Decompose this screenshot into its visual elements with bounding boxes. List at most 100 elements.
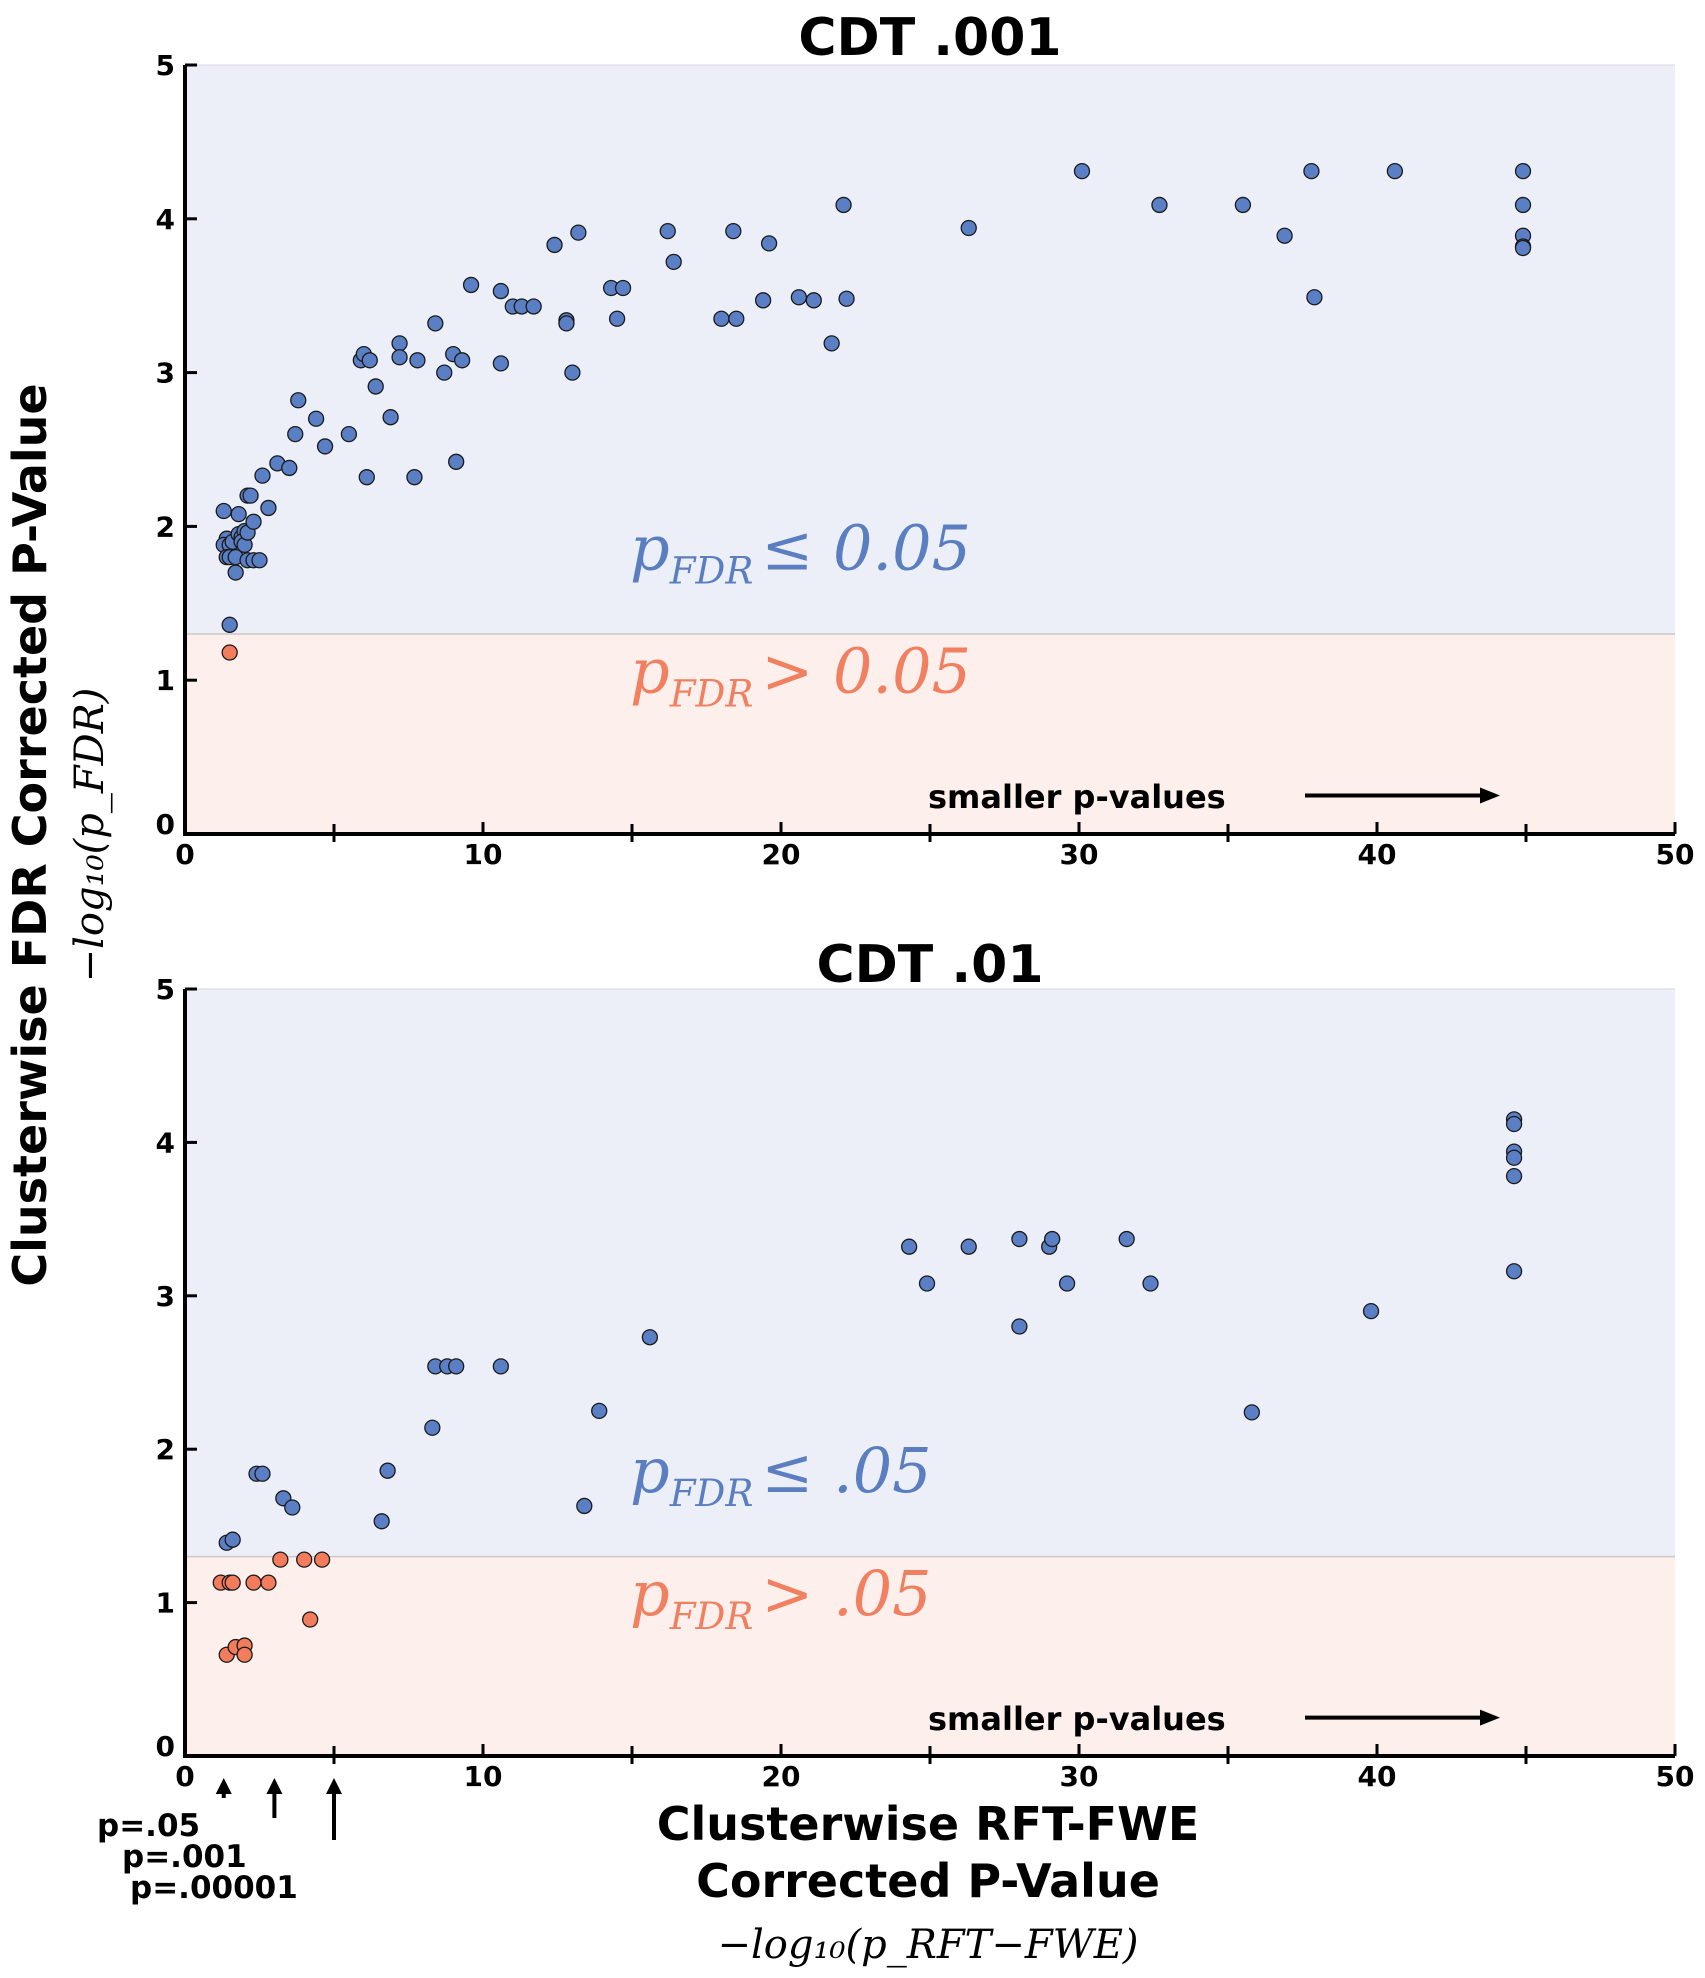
significant-point <box>290 392 307 409</box>
significant-point <box>546 236 563 254</box>
significant-point <box>960 1238 977 1255</box>
nonsignificant-point <box>224 1574 241 1591</box>
significant-point <box>713 310 730 327</box>
significant-point <box>1386 162 1404 180</box>
annotation-arrow-head <box>1480 787 1500 804</box>
significant-point <box>224 1531 241 1548</box>
p-marker-label: p=.001 <box>122 1839 247 1875</box>
significant-point <box>427 315 444 332</box>
significant-point <box>1044 1230 1061 1248</box>
x-tick-label: 0 <box>175 838 194 871</box>
significant-point <box>379 1462 396 1479</box>
significant-point <box>453 352 471 369</box>
significant-point <box>1505 1263 1523 1280</box>
significant-point <box>728 310 745 327</box>
significant-point <box>1234 196 1252 214</box>
significant-point <box>358 469 375 486</box>
y-tick-label: 2 <box>156 510 175 543</box>
significant-point <box>641 1329 659 1346</box>
smaller-pvalues-annotation: smaller p-values <box>928 1700 1226 1738</box>
significant-point <box>754 292 772 309</box>
significant-point <box>1151 196 1168 214</box>
nonsignificant-point <box>236 1646 253 1663</box>
significant-point <box>790 289 808 306</box>
significant-point <box>823 335 840 352</box>
significant-point <box>260 499 277 517</box>
significant-point <box>725 222 742 240</box>
significant-region-label: pFDR ≤ .05 <box>630 1434 932 1515</box>
significant-point <box>665 253 682 271</box>
x-tick-label: 40 <box>1358 838 1397 871</box>
significant-point <box>361 352 378 369</box>
significant-point <box>373 1513 390 1530</box>
significant-point <box>367 378 384 395</box>
significant-point <box>340 425 358 443</box>
significant-point <box>576 1497 593 1515</box>
x-tick-label: 0 <box>175 1760 194 1793</box>
significant-point <box>1514 162 1532 180</box>
significant-point <box>448 453 465 470</box>
significant-point <box>242 487 259 504</box>
nonsignificant-point <box>221 644 238 661</box>
significant-region <box>185 989 1675 1557</box>
significant-point <box>614 279 632 297</box>
significant-point <box>900 1238 918 1255</box>
significant-point <box>659 222 676 240</box>
significant-point <box>391 335 408 352</box>
significant-point <box>1514 196 1532 214</box>
p-marker-arrow-head <box>215 1778 232 1794</box>
significant-point <box>1505 1149 1523 1166</box>
p-marker-arrow-head <box>266 1778 283 1794</box>
x-tick-label: 10 <box>464 838 503 871</box>
significant-point <box>608 310 626 327</box>
significant-point <box>492 1358 510 1375</box>
chart-title: CDT .001 <box>798 8 1061 68</box>
y-tick-label: 4 <box>156 203 175 236</box>
significant-point <box>1306 289 1323 306</box>
significant-point <box>254 467 271 484</box>
nonsignificant-region <box>185 1556 1675 1756</box>
significant-point <box>281 459 298 477</box>
y-tick-label: 4 <box>156 1126 175 1159</box>
significant-point <box>838 290 855 307</box>
significant-point <box>382 409 399 426</box>
y-tick-label: 2 <box>156 1433 175 1466</box>
significant-region <box>185 65 1675 635</box>
y-tick-label: 1 <box>156 1587 175 1620</box>
p-marker-arrow-head <box>326 1778 342 1794</box>
y-tick-label: 3 <box>156 357 175 390</box>
y-tick-label: 3 <box>156 1280 175 1313</box>
significant-point <box>254 1465 271 1482</box>
significant-point <box>1505 1115 1523 1133</box>
significant-point <box>391 349 408 366</box>
nonsignificant-region <box>185 634 1675 834</box>
significant-point <box>1505 1167 1523 1185</box>
significant-point <box>406 469 423 486</box>
significant-point <box>1362 1302 1380 1320</box>
x-tick-label: 40 <box>1358 1760 1397 1793</box>
nonsignificant-point <box>296 1551 313 1568</box>
significant-point <box>307 410 325 427</box>
significant-point <box>230 505 247 523</box>
x-tick-label: 50 <box>1656 1760 1695 1793</box>
annotation-arrow-head <box>1480 1709 1500 1726</box>
significant-point <box>1142 1275 1159 1292</box>
p-marker-label: p=.00001 <box>130 1870 298 1906</box>
significant-point <box>570 224 587 241</box>
significant-point <box>1118 1230 1135 1248</box>
significant-point <box>409 352 426 369</box>
significant-point <box>251 552 268 569</box>
x-tick-label: 20 <box>762 1760 801 1793</box>
nonsignificant-point <box>260 1574 277 1591</box>
significant-point <box>287 425 304 443</box>
nonsignificant-point <box>245 1574 262 1591</box>
y-axis-math-label: −log₁₀(p_FDR) <box>67 688 113 983</box>
significant-point <box>805 292 822 309</box>
y-tick-label: 0 <box>156 808 175 841</box>
x-tick-label: 10 <box>464 1760 503 1793</box>
significant-point <box>492 282 510 300</box>
significant-point <box>492 355 510 372</box>
significant-point <box>245 513 262 530</box>
